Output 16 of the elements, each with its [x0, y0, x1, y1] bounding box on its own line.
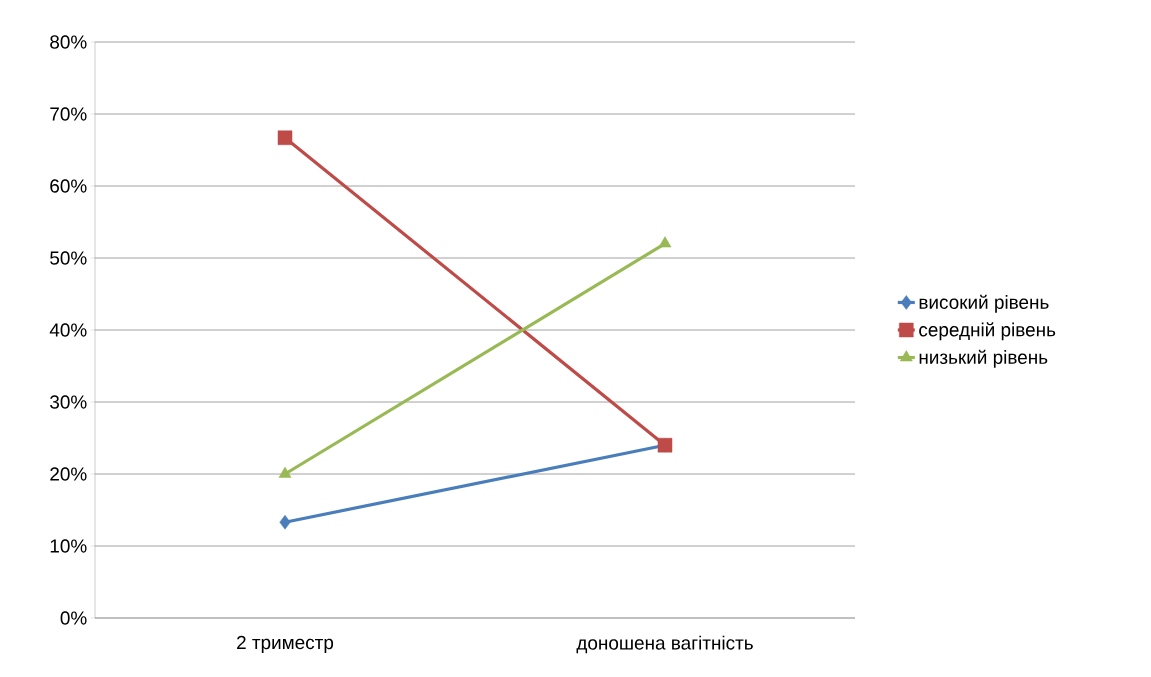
y-tick-label: 20%	[50, 467, 87, 481]
y-tick-label: 60%	[50, 179, 87, 193]
y-tick-label: 10%	[50, 539, 87, 553]
y-tick-label: 50%	[50, 251, 87, 265]
x-tick-label: доношена вагітність	[576, 635, 753, 654]
legend-label: низький рівень	[919, 349, 1048, 368]
legend-label: середній рівень	[919, 322, 1056, 341]
y-tick-label: 30%	[50, 395, 87, 409]
y-tick-label: 70%	[50, 107, 87, 121]
point	[279, 514, 291, 530]
point	[277, 130, 293, 146]
y-tick-label: 40%	[49, 323, 87, 337]
y-tick-label: 80%	[50, 35, 87, 49]
y-tick-label: 0%	[60, 611, 87, 625]
legend-label: високий рівень	[919, 294, 1049, 313]
x-tick-label: 2 триместр	[237, 635, 334, 653]
